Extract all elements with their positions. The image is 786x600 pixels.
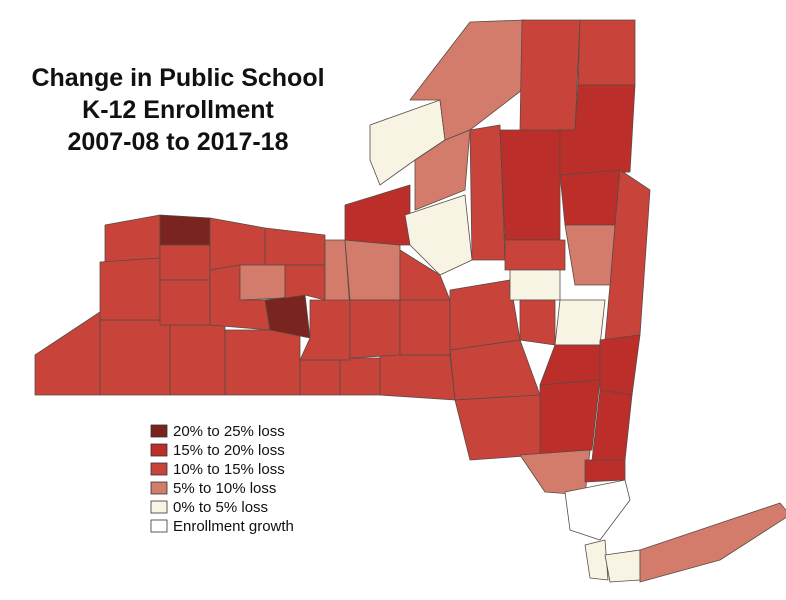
- county: [224, 329, 301, 396]
- county: [344, 184, 411, 246]
- county: [449, 279, 521, 351]
- county: [159, 279, 211, 326]
- county: [159, 214, 211, 246]
- county: [604, 549, 641, 583]
- county: [509, 269, 561, 301]
- county: [564, 479, 631, 541]
- county: [209, 217, 266, 271]
- county: [99, 257, 161, 321]
- county: [559, 169, 621, 226]
- county: [264, 227, 326, 266]
- legend-swatch: [150, 443, 168, 457]
- county: [539, 379, 601, 456]
- county: [539, 344, 601, 386]
- county: [414, 129, 471, 211]
- county: [299, 299, 351, 361]
- legend-label: Enrollment growth: [173, 518, 294, 535]
- county: [519, 449, 591, 496]
- legend-label: 10% to 15% loss: [173, 461, 285, 478]
- county: [577, 19, 636, 86]
- county: [169, 324, 226, 396]
- county: [399, 299, 451, 356]
- legend-swatch: [150, 481, 168, 495]
- legend-swatch: [150, 424, 168, 438]
- county: [499, 129, 561, 241]
- county: [584, 459, 626, 483]
- county: [239, 264, 286, 301]
- state-map: [34, 19, 786, 583]
- title-line: K-12 Enrollment: [82, 96, 274, 124]
- county: [344, 239, 401, 301]
- county: [104, 214, 161, 263]
- title-line: Change in Public School: [31, 64, 324, 92]
- county: [469, 124, 506, 261]
- county: [349, 299, 401, 359]
- legend-label: 20% to 25% loss: [173, 423, 285, 440]
- county: [599, 334, 641, 396]
- county: [409, 19, 526, 141]
- county: [454, 394, 541, 461]
- county: [339, 357, 381, 396]
- county: [584, 539, 609, 581]
- county: [284, 264, 326, 301]
- county: [564, 224, 616, 286]
- county: [519, 19, 581, 131]
- legend-swatch: [150, 519, 168, 533]
- legend: 20% to 25% loss 15% to 20% loss 10% to 15%…: [150, 423, 294, 535]
- county: [379, 354, 456, 401]
- county: [404, 194, 473, 276]
- county: [504, 239, 566, 271]
- county: [99, 319, 171, 396]
- county: [34, 311, 101, 396]
- legend-swatch: [150, 500, 168, 514]
- county: [299, 359, 341, 396]
- legend-label: 5% to 10% loss: [173, 480, 276, 497]
- title-line: 2007-08 to 2017-18: [68, 128, 289, 156]
- legend-swatch: [150, 462, 168, 476]
- county: [449, 339, 541, 401]
- county: [159, 244, 211, 281]
- legend-label: 15% to 20% loss: [173, 442, 285, 459]
- county: [519, 299, 556, 346]
- legend-label: 0% to 5% loss: [173, 499, 268, 516]
- county: [639, 502, 786, 583]
- county: [554, 299, 606, 346]
